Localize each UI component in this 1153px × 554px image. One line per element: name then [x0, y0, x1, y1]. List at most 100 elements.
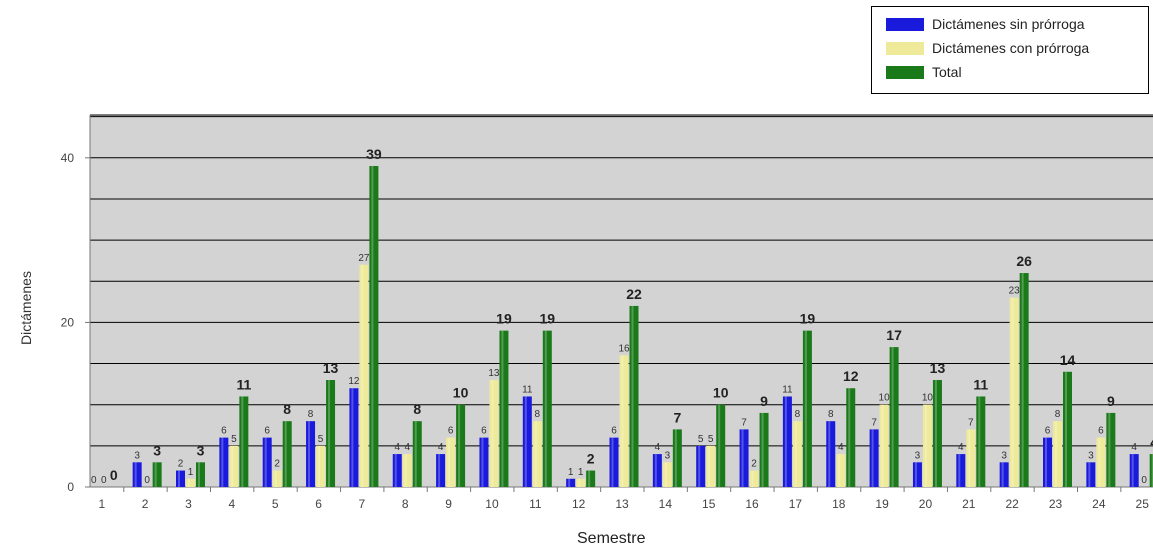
bar	[359, 264, 369, 487]
data-label: 3	[1088, 450, 1094, 461]
bar-highlight	[698, 445, 701, 487]
legend-label: Dictámenes con prórroga	[932, 40, 1090, 56]
x-tick-label: 17	[789, 497, 803, 511]
bar-highlight	[274, 470, 277, 487]
data-label: 14	[1060, 352, 1076, 368]
bar-highlight	[318, 445, 321, 487]
bar	[532, 421, 542, 487]
bar-highlight	[438, 454, 441, 487]
data-label: 6	[221, 426, 227, 437]
x-tick-label: 4	[229, 497, 236, 511]
data-label: 5	[231, 434, 237, 445]
bar	[176, 470, 185, 487]
bar-highlight	[328, 380, 331, 487]
bar-highlight	[134, 462, 137, 487]
data-label: 4	[1150, 434, 1153, 450]
bar-highlight	[361, 264, 364, 487]
data-label: 1	[568, 467, 574, 478]
legend-item-sin-prorroga: Dictámenes sin prórroga	[886, 14, 1148, 34]
data-label: 3	[915, 450, 921, 461]
bar-highlight	[978, 396, 981, 487]
bar	[282, 421, 292, 487]
data-label: 13	[930, 360, 946, 376]
data-label: 39	[366, 146, 382, 162]
data-label: 4	[1131, 442, 1137, 453]
bar	[802, 330, 812, 487]
x-tick-label: 8	[402, 497, 409, 511]
bar-highlight	[178, 470, 180, 487]
bar	[499, 330, 509, 487]
bar-highlight	[804, 330, 807, 487]
data-label: 11	[782, 384, 793, 395]
bar	[619, 355, 629, 487]
data-label: 3	[197, 442, 205, 458]
x-tick-label: 20	[919, 497, 933, 511]
data-label: 0	[91, 475, 97, 486]
bar-highlight	[1151, 454, 1153, 487]
data-label: 6	[481, 426, 487, 437]
bar-highlight	[578, 478, 581, 487]
x-tick-label: 11	[529, 497, 542, 511]
data-label: 16	[618, 343, 630, 354]
bar-highlight	[524, 396, 527, 487]
data-label: 6	[264, 426, 270, 437]
bar	[132, 462, 142, 487]
data-label: 4	[404, 442, 410, 453]
legend-label: Dictámenes sin prórroga	[932, 16, 1085, 32]
bar	[869, 429, 879, 487]
data-label: 8	[828, 409, 834, 420]
bar-highlight	[1108, 412, 1111, 487]
data-label: 26	[1016, 253, 1032, 269]
bar-highlight	[1088, 462, 1091, 487]
x-tick-label: 9	[445, 497, 452, 511]
bar-highlight	[664, 462, 667, 487]
bar	[1009, 297, 1019, 487]
bar	[846, 388, 856, 487]
data-label: 17	[886, 327, 902, 343]
bar	[609, 437, 619, 487]
bar	[392, 454, 402, 487]
bar-highlight	[198, 462, 200, 487]
x-tick-label: 23	[1049, 497, 1063, 511]
bar	[306, 421, 316, 487]
bar-highlight	[784, 396, 787, 487]
data-label: 11	[973, 376, 988, 392]
bar	[759, 412, 769, 487]
bar-highlight	[1131, 454, 1134, 487]
bar-highlight	[544, 330, 547, 487]
bar	[1019, 273, 1029, 487]
x-tick-label: 1	[98, 497, 105, 511]
bar	[1086, 462, 1096, 487]
bar-highlight	[221, 437, 224, 487]
data-label: 8	[283, 401, 291, 417]
data-label: 4	[838, 442, 844, 453]
bar	[792, 421, 802, 487]
bar-highlight	[284, 421, 287, 487]
bar	[652, 454, 662, 487]
bar	[826, 421, 836, 487]
bar	[196, 462, 205, 487]
legend-swatch-total	[886, 65, 924, 79]
bar	[629, 305, 639, 487]
bar	[1063, 371, 1072, 487]
bar	[922, 404, 932, 487]
y-tick-label: 20	[61, 315, 75, 329]
bar	[716, 404, 726, 487]
legend-swatch-con-prorroga	[886, 41, 924, 55]
bar	[566, 478, 576, 487]
x-tick-label: 24	[1092, 497, 1106, 511]
bar	[889, 347, 899, 487]
bar	[706, 445, 716, 487]
data-label: 10	[713, 385, 729, 401]
bar	[229, 445, 239, 487]
bar-highlight	[404, 454, 407, 487]
data-label: 11	[522, 384, 533, 395]
data-label: 0	[110, 467, 118, 483]
bar-highlight	[1098, 437, 1101, 487]
bar-highlight	[481, 437, 484, 487]
data-label: 22	[626, 286, 642, 302]
data-label: 10	[453, 385, 469, 401]
bar	[542, 330, 552, 487]
bar	[316, 445, 326, 487]
